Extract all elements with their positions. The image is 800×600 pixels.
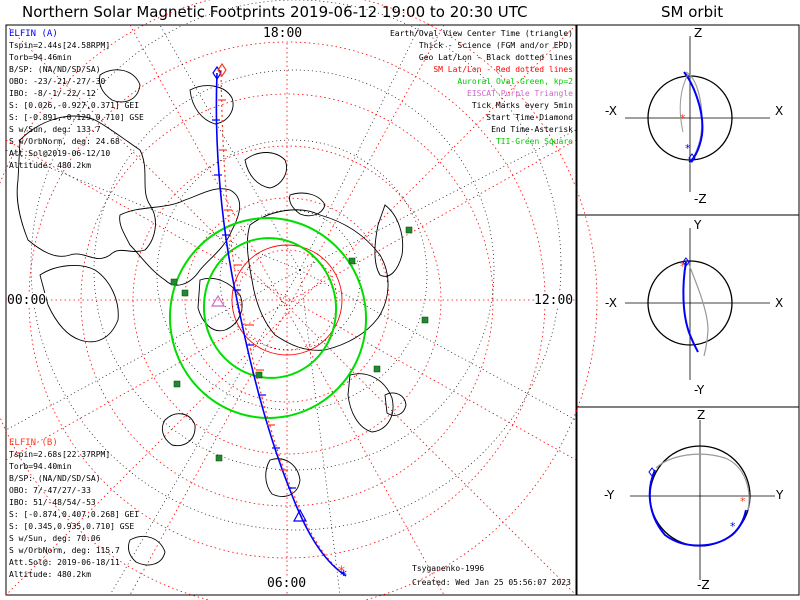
map-time-right: 12:00 (534, 293, 574, 308)
panel3-top-label: Z (697, 408, 706, 422)
orbit-panel-frame-2 (576, 214, 800, 408)
elfin-a-line: Tspin=2.44s[24.58RPM] (9, 41, 111, 50)
svg-text:*: * (680, 260, 686, 273)
orbit-title: SM orbit (661, 3, 724, 21)
page-title: Northern Solar Magnetic Footprints 2019-… (22, 3, 528, 21)
eiscat-triangle (210, 294, 226, 307)
tii-square (215, 454, 223, 462)
elfin-b-line: IBO: 51/-48/54/-53 (9, 498, 96, 507)
elfin-b-line: S w/Sun, deg: 70.06 (9, 534, 101, 543)
map-legend: Earth/Oval View Center Time (triangle) T… (390, 28, 573, 148)
map-time-top: 18:00 (263, 26, 303, 41)
panel2-left-label: -X (605, 296, 617, 310)
elfin-a-start-diamond (212, 65, 222, 81)
svg-text:*: * (740, 495, 746, 508)
elfin-a-line: B/SP: (NA/ND/SD/SA) (9, 65, 101, 74)
elfin-a-line: IBO: -8/-1/-22/-12 (9, 89, 96, 98)
elfin-a-line: Altitude: 480.2km (9, 161, 91, 170)
orbit-panel-frame-3 (576, 406, 800, 596)
orbit-panel-2: * (625, 228, 770, 380)
map-time-left: 00:00 (7, 293, 47, 308)
geo-grid (5, 0, 577, 596)
tii-square (421, 316, 429, 324)
coastlines (16, 69, 407, 566)
elfin-b-line: B/SP: (NA/ND/SD/SA) (9, 474, 101, 483)
svg-text:*: * (730, 520, 736, 533)
elfin-a-header: ELFIN (A) (9, 29, 58, 39)
elfin-a-line: OBO: -23/-21/-27/-30 (9, 77, 106, 86)
sm-pole-circle (231, 244, 343, 356)
legend-item: Start Time-Diamond (486, 113, 573, 122)
tii-square (348, 257, 356, 265)
panel1-bottom-label: -Z (694, 192, 707, 206)
elfin-a-line: S w/OrbNorm, deg: 24.68 (9, 137, 120, 146)
elfin-b-line: S w/OrbNorm, deg: 115.7 (9, 546, 120, 555)
orbit-panel-1: * * (625, 36, 770, 192)
legend-item: Thick - Science (FGM and/or EPD) (418, 41, 573, 50)
elfin-a-ticks (212, 119, 296, 489)
tii-square (181, 289, 189, 297)
tii-square (373, 365, 381, 373)
elfin-a-line: S: [-0.891,-0.129,0.710] GSE (9, 113, 144, 122)
map-frame (5, 24, 577, 596)
elfin-a-line: Att.Sol@2019-06-12/10 (9, 149, 111, 158)
elfin-b-start-diamond (217, 62, 227, 78)
elfin-b-header: ELFIN (B) (9, 438, 58, 448)
elfin-a-end-asterisk: * (340, 568, 347, 584)
legend-item: TII-Green Square (495, 137, 573, 146)
legend-item: Geo Lat/Lon - Black dotted lines (418, 53, 573, 62)
tii-square (170, 278, 178, 286)
elfin-b-line: S: [0.345,0.935,0.710] GSE (9, 522, 135, 531)
panel2-right-label: X (775, 296, 784, 310)
elfin-a-line: S w/Sun, deg: 133.7 (9, 125, 101, 134)
elfin-b-track (220, 69, 345, 575)
panel2-bottom-label: -Y (694, 383, 705, 397)
created-timestamp: Created: Wed Jan 25 05:56:07 2023 (412, 578, 571, 587)
elfin-b-info: ELFIN (B) Tspin=2.68s[22.37RPM] Torb=94.… (9, 437, 139, 581)
elfin-b-line: Att.Sol@: 2019-06-18/11 (9, 558, 120, 567)
panel2-top-label: Y (694, 218, 702, 232)
map-time-bottom: 06:00 (267, 576, 307, 591)
panel1-left-label: -X (605, 104, 617, 118)
tii-stations (170, 226, 429, 462)
legend-item: EISCAT-Purple Triangle (467, 89, 573, 98)
legend-item: Tick Marks every 5min (471, 101, 573, 110)
legend-item: Earth/Oval View Center Time (triangle) (389, 29, 573, 38)
svg-text:*: * (680, 112, 686, 125)
panel1-top-label: Z (694, 26, 703, 40)
panel3-bottom-label: -Z (697, 578, 710, 592)
legend-item: Auroral Oval-Green, kp=2 (457, 77, 573, 86)
elfin-b-line: OBO: 7/-47/27/-33 (9, 486, 91, 495)
elfin-b-ticks (218, 99, 288, 471)
panel3-left-label: -Y (604, 488, 615, 502)
elfin-b-line: Tspin=2.68s[22.37RPM] (9, 450, 111, 459)
panel1-right-label: X (775, 104, 784, 118)
elfin-a-line: Torb=94.46min (9, 53, 72, 62)
elfin-b-line: S: [-0.874,0.407,0.268] GEI (9, 510, 140, 519)
elfin-b-line: Torb=94.40min (9, 462, 72, 471)
svg-text:*: * (685, 142, 691, 155)
panel3-right-label: Y (776, 488, 784, 502)
view-center-triangle (292, 508, 308, 522)
elfin-a-line: S: [0.026,-0.927,0.371] GEI (9, 101, 140, 110)
legend-item: End Time-Asterisk (491, 125, 573, 134)
tii-square (173, 380, 181, 388)
elfin-b-end-asterisk: * (338, 564, 345, 580)
model-name: Tsyganenko-1996 (412, 564, 485, 573)
legend-item: SM Lat/Lon - Red dotted lines (433, 65, 573, 74)
orbit-panel-frame-1 (576, 24, 800, 216)
orbit-panel-3: * * (630, 420, 775, 580)
elfin-a-info: ELFIN (A) Tspin=2.44s[24.58RPM] Torb=94.… (9, 28, 144, 172)
auroral-oval (168, 217, 368, 419)
tii-square (405, 226, 413, 234)
elfin-b-line: Altitude: 480.2km (9, 570, 91, 579)
tii-square (255, 371, 263, 379)
elfin-a-track (215, 72, 347, 577)
